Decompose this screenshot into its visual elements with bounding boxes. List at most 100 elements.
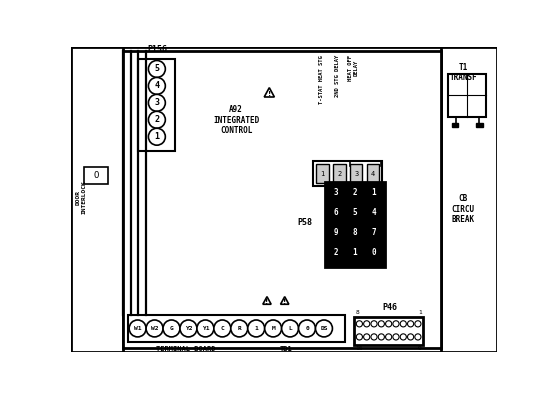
Circle shape [356, 321, 362, 327]
Circle shape [366, 184, 382, 201]
Text: T1
TRANSF: T1 TRANSF [449, 63, 477, 82]
Text: 8: 8 [352, 228, 357, 237]
Text: 7: 7 [372, 228, 376, 237]
Text: 16: 16 [356, 346, 363, 351]
Text: 4: 4 [372, 209, 376, 218]
Circle shape [378, 321, 384, 327]
Text: 6: 6 [333, 209, 338, 218]
Circle shape [366, 224, 382, 241]
Text: TERMINAL BOARD: TERMINAL BOARD [156, 346, 216, 352]
Text: R: R [238, 326, 241, 331]
Circle shape [327, 224, 344, 241]
Circle shape [378, 334, 384, 340]
Text: 2: 2 [337, 171, 341, 177]
Bar [313, 162, 382, 186]
Text: Y2: Y2 [184, 326, 192, 331]
Polygon shape [263, 297, 271, 304]
Circle shape [248, 320, 265, 337]
Circle shape [146, 320, 163, 337]
Polygon shape [280, 297, 289, 304]
Text: 1: 1 [155, 132, 160, 141]
Circle shape [415, 321, 421, 327]
Circle shape [327, 184, 344, 201]
Circle shape [363, 334, 370, 340]
Bar [441, 47, 497, 352]
Text: !: ! [283, 299, 286, 305]
Circle shape [346, 245, 363, 261]
Bar [350, 164, 362, 183]
Bar [476, 123, 483, 127]
Text: 8: 8 [356, 310, 360, 315]
Circle shape [148, 60, 165, 77]
Circle shape [265, 320, 281, 337]
Text: W1: W1 [134, 326, 141, 331]
Circle shape [346, 224, 363, 241]
Text: 9: 9 [333, 228, 338, 237]
Text: HEAT OFF
DELAY: HEAT OFF DELAY [348, 55, 358, 81]
Bar [452, 123, 458, 127]
Circle shape [415, 334, 421, 340]
Text: T-STAT HEAT STG: T-STAT HEAT STG [319, 55, 324, 104]
Bar [71, 47, 123, 352]
Text: 1: 1 [418, 310, 422, 315]
Text: 3: 3 [333, 188, 338, 198]
Circle shape [366, 205, 382, 222]
Circle shape [231, 320, 248, 337]
Text: CB
CIRCU
BREAK: CB CIRCU BREAK [452, 194, 475, 224]
Text: 9: 9 [418, 346, 422, 351]
Circle shape [148, 77, 165, 94]
Text: !: ! [268, 91, 271, 98]
Circle shape [371, 321, 377, 327]
Circle shape [315, 320, 332, 337]
Circle shape [327, 205, 344, 222]
Text: TB1: TB1 [280, 346, 293, 352]
Text: G: G [170, 326, 173, 331]
Text: DS: DS [320, 326, 328, 331]
Circle shape [129, 320, 146, 337]
Text: P46: P46 [383, 303, 398, 312]
Text: C: C [220, 326, 224, 331]
Circle shape [408, 321, 414, 327]
Text: 5: 5 [155, 64, 160, 73]
Text: 4: 4 [155, 81, 160, 90]
Polygon shape [264, 88, 274, 97]
Circle shape [386, 321, 392, 327]
Bar [138, 59, 176, 151]
Text: 3: 3 [354, 171, 358, 177]
Circle shape [148, 111, 165, 128]
Circle shape [400, 334, 406, 340]
Circle shape [366, 245, 382, 261]
Text: 2: 2 [352, 188, 357, 198]
Text: 1: 1 [372, 188, 376, 198]
Text: 1: 1 [320, 171, 325, 177]
Circle shape [400, 321, 406, 327]
Text: 5: 5 [352, 209, 357, 218]
Circle shape [371, 334, 377, 340]
Circle shape [299, 320, 315, 337]
Text: 1: 1 [254, 326, 258, 331]
Circle shape [197, 320, 214, 337]
Bar [325, 182, 385, 267]
Circle shape [393, 321, 399, 327]
Text: 0: 0 [305, 326, 309, 331]
Text: Y1: Y1 [202, 326, 209, 331]
Bar [316, 164, 329, 183]
Bar [85, 167, 107, 184]
Circle shape [386, 334, 392, 340]
Circle shape [148, 94, 165, 111]
Circle shape [180, 320, 197, 337]
Circle shape [346, 205, 363, 222]
Text: M: M [271, 326, 275, 331]
Circle shape [214, 320, 231, 337]
Text: 3: 3 [155, 98, 160, 107]
Bar [333, 164, 346, 183]
Text: O: O [94, 171, 99, 180]
Circle shape [393, 334, 399, 340]
Circle shape [148, 128, 165, 145]
Text: 4: 4 [371, 171, 376, 177]
Text: 2: 2 [155, 115, 160, 124]
Bar [127, 314, 345, 342]
Text: L: L [288, 326, 292, 331]
Bar [448, 74, 486, 117]
Circle shape [327, 245, 344, 261]
